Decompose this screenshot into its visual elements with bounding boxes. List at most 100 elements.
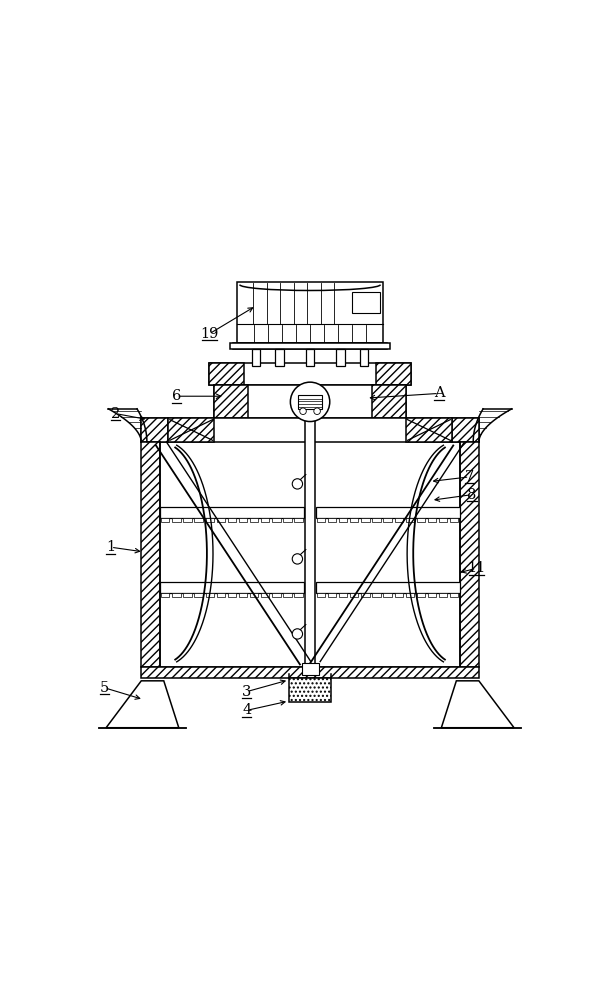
Text: 6: 6 (172, 389, 181, 403)
Text: 2: 2 (111, 407, 120, 421)
Text: 11: 11 (468, 561, 486, 575)
Bar (237, 282, 383, 343)
Bar (450, 593, 459, 597)
Text: A: A (434, 386, 444, 400)
Bar (339, 518, 347, 522)
Bar (172, 518, 180, 522)
Bar (350, 593, 358, 597)
Bar (394, 593, 403, 597)
Bar (161, 518, 169, 522)
Text: 3: 3 (242, 685, 252, 699)
Bar (352, 292, 381, 313)
Circle shape (299, 408, 306, 415)
Bar (317, 518, 325, 522)
Bar (306, 349, 314, 366)
Bar (384, 518, 392, 522)
Bar (328, 593, 336, 597)
Circle shape (292, 554, 302, 564)
Bar (406, 418, 452, 442)
Bar (452, 418, 479, 442)
Bar (428, 593, 436, 597)
Bar (417, 593, 425, 597)
Bar (339, 593, 347, 597)
Text: 7: 7 (465, 470, 474, 484)
Bar (316, 507, 460, 518)
Bar (142, 418, 479, 442)
Bar (298, 395, 322, 409)
Bar (228, 518, 236, 522)
Bar (160, 582, 304, 593)
Bar (384, 593, 392, 597)
Bar (417, 518, 425, 522)
Bar (328, 518, 336, 522)
Bar (439, 518, 447, 522)
Bar (360, 349, 368, 366)
Bar (361, 593, 370, 597)
Bar (183, 593, 192, 597)
Bar (272, 518, 281, 522)
Circle shape (292, 629, 302, 639)
Bar (160, 667, 460, 675)
Bar (161, 593, 169, 597)
Bar (361, 518, 370, 522)
Bar (217, 518, 225, 522)
Bar (295, 593, 302, 597)
Bar (228, 593, 236, 597)
Bar (160, 507, 304, 518)
Bar (439, 593, 447, 597)
Bar (209, 363, 244, 385)
Bar (206, 518, 214, 522)
Bar (261, 518, 269, 522)
Text: 8: 8 (467, 488, 477, 502)
Bar (142, 442, 160, 667)
Polygon shape (442, 681, 514, 728)
Bar (316, 582, 460, 593)
Bar (250, 593, 258, 597)
Bar (272, 593, 281, 597)
Polygon shape (106, 681, 179, 728)
Bar (317, 593, 325, 597)
Text: 1: 1 (106, 540, 116, 554)
Bar (194, 518, 203, 522)
Bar (406, 518, 414, 522)
Bar (406, 593, 414, 597)
Bar (142, 418, 168, 442)
Circle shape (292, 479, 302, 489)
Bar (233, 343, 387, 349)
Bar (283, 593, 292, 597)
Circle shape (290, 382, 330, 422)
Bar (252, 349, 260, 366)
Bar (394, 518, 403, 522)
Bar (350, 518, 358, 522)
Bar (450, 518, 459, 522)
Bar (214, 385, 406, 418)
Bar (373, 385, 406, 418)
Bar (428, 518, 436, 522)
Bar (372, 593, 381, 597)
Circle shape (314, 408, 321, 415)
Bar (336, 349, 345, 366)
Bar (209, 363, 411, 385)
Bar (250, 518, 258, 522)
Text: 5: 5 (100, 681, 110, 695)
Bar (261, 593, 269, 597)
Bar (239, 518, 247, 522)
Bar (168, 418, 214, 442)
Bar (231, 343, 390, 349)
Bar (305, 385, 315, 667)
Text: 19: 19 (200, 327, 218, 341)
Bar (217, 593, 225, 597)
Bar (172, 593, 180, 597)
Bar (376, 363, 411, 385)
Bar (275, 349, 284, 366)
Bar (194, 593, 203, 597)
Bar (289, 678, 331, 702)
Bar (239, 593, 247, 597)
Bar (460, 442, 479, 667)
Bar (183, 518, 192, 522)
Text: 4: 4 (242, 703, 252, 717)
Bar (214, 385, 247, 418)
Bar (295, 518, 302, 522)
Bar (206, 593, 214, 597)
Bar (302, 663, 318, 675)
